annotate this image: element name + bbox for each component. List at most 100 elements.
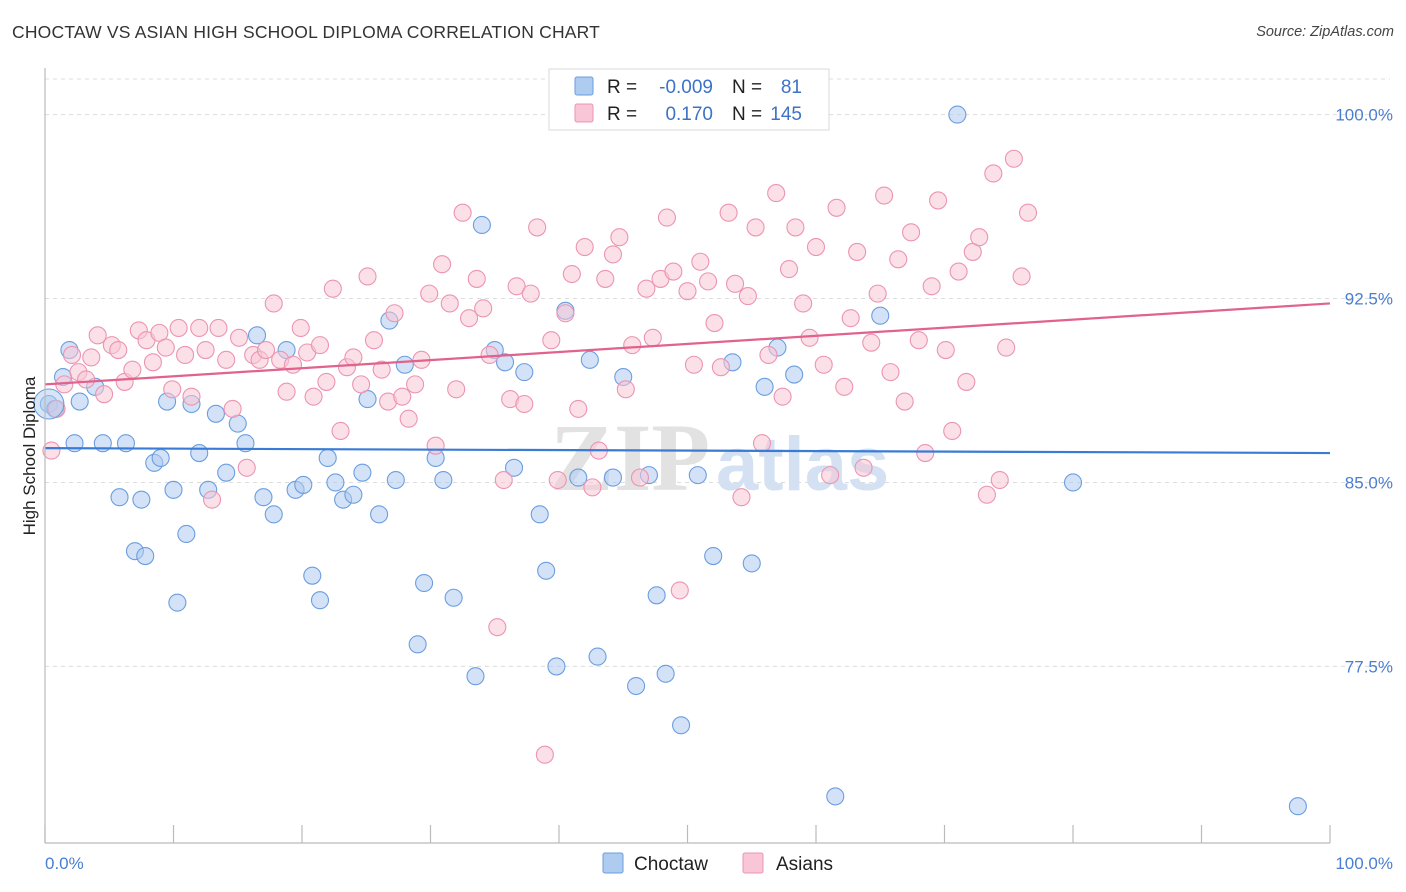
data-point-choctaw [547,657,566,676]
data-point-asians [143,353,162,372]
data-point-choctaw [688,466,707,485]
data-point-asians [691,252,710,271]
trend-line-choctaw [44,447,1331,455]
data-point-asians [1004,149,1023,168]
legend-n-value-choctaw: 81 [781,77,802,98]
data-point-asians [854,458,873,477]
data-point-choctaw [434,470,453,490]
data-point-choctaw [136,547,155,566]
data-point-asians [62,345,82,364]
data-point-asians [970,228,989,247]
data-point-asians [474,299,493,318]
data-point-asians [88,326,107,345]
data-point-asians [835,377,854,396]
data-point-asians [440,294,459,313]
data-point-asians [196,340,215,360]
data-point-choctaw [217,463,236,482]
x-tick-label-max: 100.0% [1335,854,1393,873]
data-point-asians [217,350,236,369]
data-point-asians [521,284,540,303]
data-point-choctaw [647,586,666,605]
data-point-asians [637,279,656,298]
data-point-asians [344,348,363,367]
data-point-choctaw [704,547,723,566]
data-point-choctaw [206,404,225,423]
legend-swatch-asians [574,103,594,123]
data-point-asians [616,380,635,399]
data-point-asians [984,164,1003,183]
data-point-choctaw [580,350,599,369]
legend-r-label-asians: R = [607,104,637,125]
data-point-asians [399,409,418,428]
data-point-asians [936,340,955,360]
data-point-choctaw [318,448,337,468]
data-point-asians [229,328,249,347]
data-point-asians [237,458,256,477]
data-point-choctaw [627,676,646,696]
data-point-asians [542,331,561,350]
bottom-legend-label-asians: Asians [776,854,833,875]
data-point-choctaw [310,591,330,610]
data-point-asians [176,345,195,364]
data-point-asians [82,348,101,367]
data-point-choctaw [515,363,534,382]
data-point-asians [507,277,526,296]
data-point-asians [767,184,786,203]
data-point-asians [358,267,377,286]
data-point-asians [372,360,391,379]
data-point-choctaw [948,105,967,124]
y-tick-label: 77.5% [1345,657,1393,676]
data-point-asians [277,382,296,401]
data-point-choctaw [444,588,463,607]
data-point-choctaw [656,664,675,683]
data-point-asians [575,237,594,257]
data-point-asians [169,318,188,338]
data-point-choctaw [303,566,322,585]
data-point-choctaw [826,787,845,806]
data-point-asians [773,387,792,406]
data-point-asians [794,294,813,313]
data-point-asians [719,203,738,222]
data-point-asians [699,272,718,291]
data-point-asians [705,314,724,333]
data-point-asians [291,318,310,338]
data-point-choctaw [742,554,761,573]
data-point-asians [943,421,962,441]
y-tick-label: 100.0% [1335,106,1393,125]
data-point-asians [786,218,805,237]
data-point-choctaw [110,488,129,507]
x-tick-label-min: 0.0% [45,854,84,873]
data-point-asians [317,372,336,391]
data-point-asians [310,336,330,355]
data-point-asians [42,441,61,460]
data-point-asians [916,443,935,463]
data-point-asians [528,218,547,237]
data-point-asians [163,380,182,399]
data-point-asians [304,387,323,406]
data-point-asians [447,380,466,399]
data-point-asians [997,338,1016,357]
data-point-choctaw [1288,797,1307,816]
data-point-choctaw [530,505,549,524]
data-point-choctaw [408,635,427,654]
data-point-choctaw [785,365,804,384]
data-point-choctaw [395,355,414,374]
data-point-asians [922,277,941,296]
data-point-asians [623,336,642,355]
data-point-asians [556,304,575,323]
data-point-asians [889,250,908,269]
bottom-legend-swatch-asians [742,852,764,874]
data-point-asians [190,318,209,338]
trend-line-asians [44,302,1331,386]
data-point-choctaw [871,306,890,325]
legend-r-value-asians: 0.170 [665,104,713,125]
data-point-choctaw-large [33,388,65,420]
data-point-asians [331,421,350,441]
data-point-choctaw [386,470,405,490]
data-point-asians [732,488,751,507]
data-points [33,105,1307,816]
data-point-choctaw [247,326,267,345]
data-point-asians [779,260,799,279]
data-point-asians [393,387,412,406]
